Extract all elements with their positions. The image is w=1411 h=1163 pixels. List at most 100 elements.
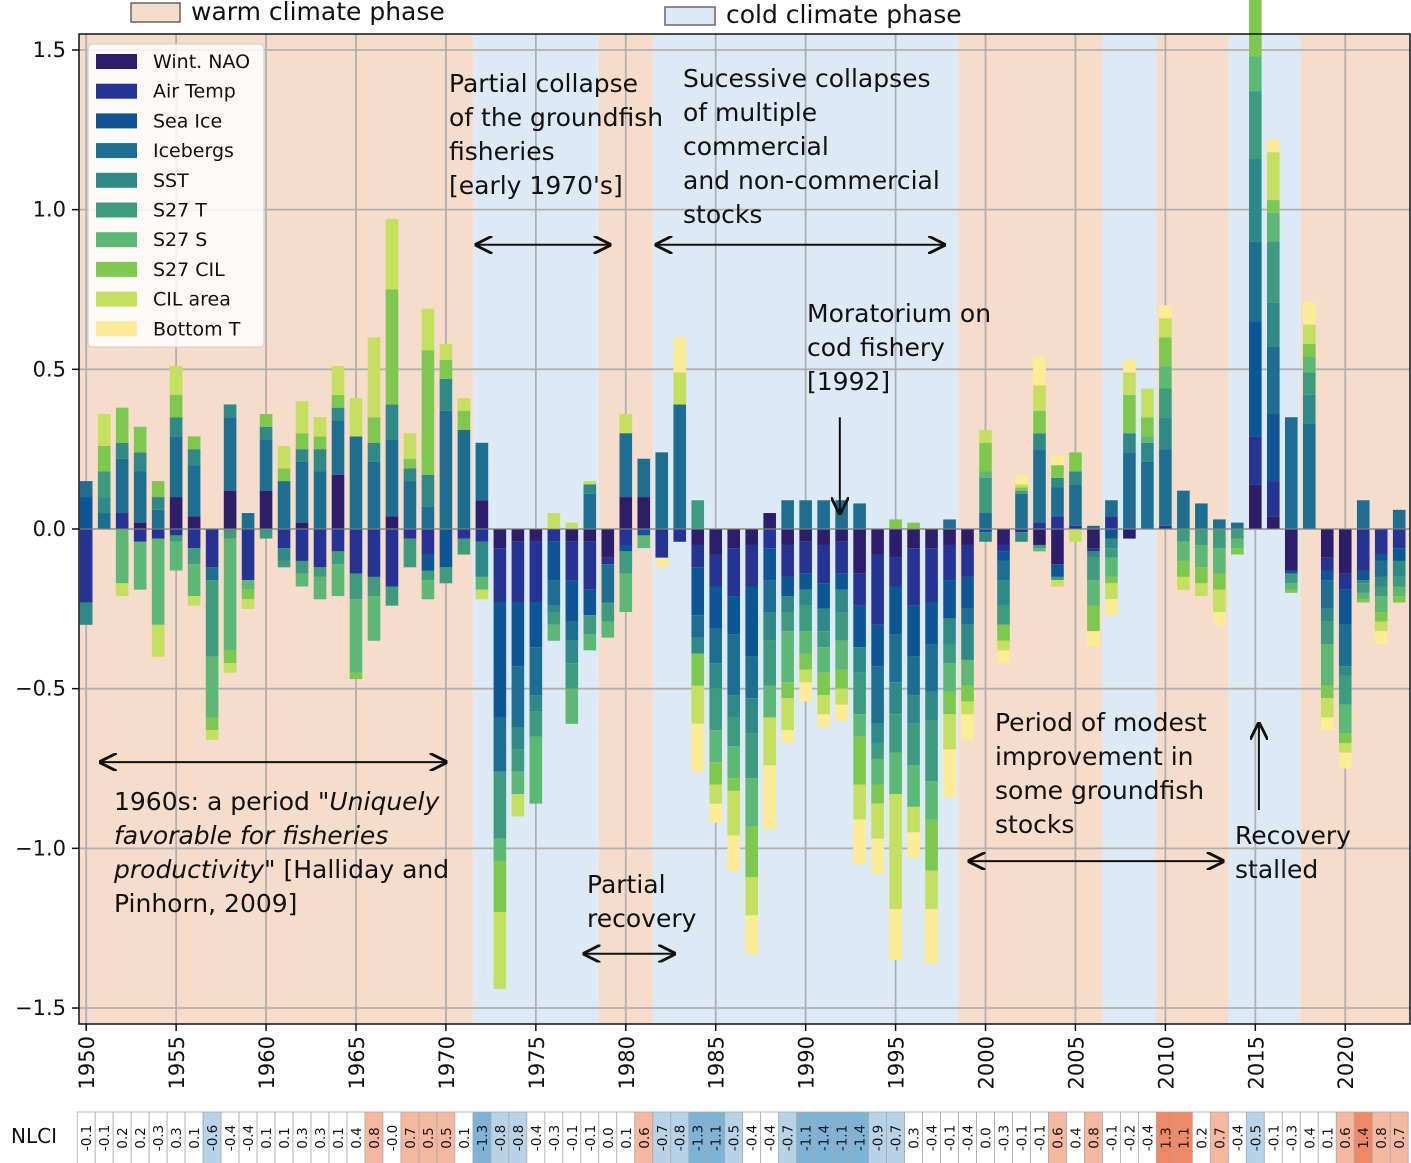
bar-segment-s27-t — [1105, 548, 1118, 558]
bar-segment-icebergs — [349, 436, 363, 529]
bar-segment-s27-t — [1231, 529, 1244, 539]
bar-segment-sst — [187, 449, 201, 466]
bar-segment-sst — [277, 548, 291, 561]
bar-segment-s27-t — [619, 551, 633, 574]
nlci-strip: NLCI -0.1 -0.1 0.2 0.2 -0.3 0.3 0.1 -0.6 -0.4 -0.4… — [11, 1111, 1409, 1163]
bar-segment-bottom-t — [1267, 139, 1280, 153]
bar-segment-s27-cil — [259, 414, 273, 427]
bar-segment-sst — [781, 596, 794, 613]
bar-segment-s27-cil — [1069, 452, 1082, 472]
bar-segment-cil-area — [385, 219, 399, 290]
nlci-value: -0.1 — [1014, 1125, 1030, 1151]
bar-segment-sst — [1141, 442, 1154, 462]
x-tick-label: 1960 — [255, 1036, 279, 1089]
bar-segment-s27-cil — [889, 519, 902, 529]
bar-segment-s27-cil — [745, 826, 758, 878]
bar-segment-cil-area — [547, 513, 561, 529]
bar-segment-air-temp — [169, 529, 183, 536]
bar-segment-bottom-t — [763, 765, 776, 830]
bar-segment-icebergs — [871, 666, 884, 724]
cold-phase-label: cold climate phase — [726, 0, 962, 29]
bar-segment-cil-area — [475, 589, 489, 600]
nlci-value: -0.1 — [1104, 1125, 1120, 1151]
bar-segment-sst — [889, 682, 902, 715]
bar-segment-air-temp — [727, 548, 741, 597]
legend-swatch — [96, 321, 137, 337]
bar-segment-sst — [1302, 394, 1316, 424]
bar-segment-air-temp — [583, 541, 597, 590]
bar-segment-air-temp — [943, 544, 956, 581]
bar-segment-air-temp — [1320, 557, 1334, 571]
bar-segment-s27-t — [907, 723, 920, 766]
bar-segment-icebergs — [691, 615, 705, 638]
bar-segment-sst — [259, 426, 273, 440]
annotation-text: stocks — [683, 200, 762, 229]
bar-segment-s27-t — [979, 477, 992, 514]
nlci-value: -0.4 — [763, 1125, 779, 1151]
bar-segment-icebergs — [223, 417, 237, 491]
legend-label: SST — [153, 170, 189, 192]
bar-segment-s27-cil — [277, 468, 291, 482]
bar-segment-air-temp — [799, 541, 812, 574]
bar-segment-cil-area — [187, 596, 201, 606]
bar-segment-cil-area — [1033, 385, 1046, 411]
bar-segment-sst — [421, 474, 435, 507]
bar-segment-air-temp — [781, 544, 794, 577]
bar-segment-icebergs — [637, 458, 651, 498]
nlci-value: 0.8 — [1374, 1127, 1390, 1148]
bar-segment-s27-t — [547, 612, 561, 625]
bar-segment-wint-nao — [943, 529, 956, 545]
bar-segment-sea-ice — [1392, 548, 1406, 561]
bar-segment-s27-t — [871, 742, 884, 759]
bar-segment-icebergs — [493, 717, 507, 772]
bar-segment-cil-area — [295, 401, 309, 434]
nlci-value: -0.3 — [547, 1125, 563, 1151]
bar-segment-sst — [1051, 477, 1064, 488]
bar-segment-sst — [97, 497, 111, 514]
y-tick-label: 1.5 — [33, 38, 66, 62]
nlci-value: 1.4 — [1356, 1127, 1372, 1148]
bar-segment-icebergs — [1356, 500, 1370, 529]
bar-segment-cil-area — [691, 685, 705, 724]
bar-segment-cil-area — [781, 698, 794, 731]
bar-segment-wint-nao — [799, 529, 812, 542]
bar-segment-wint-nao — [475, 500, 489, 529]
annotation-text: commercial — [683, 132, 829, 161]
bar-segment-air-temp — [385, 529, 399, 587]
bar-segment-icebergs — [1231, 522, 1244, 529]
bar-segment-air-temp — [745, 544, 758, 587]
bar-segment-s27-s — [853, 714, 866, 737]
bar-segment-icebergs — [1087, 525, 1100, 529]
nlci-value: 1.3 — [1158, 1127, 1174, 1148]
bar-segment-sea-ice — [961, 576, 974, 609]
x-tick-label: 1955 — [165, 1036, 189, 1089]
bar-segment-cil-area — [367, 337, 381, 418]
bar-segment-bottom-t — [655, 557, 669, 568]
bar-segment-air-temp — [1033, 522, 1046, 529]
bar-segment-s27-cil — [403, 458, 417, 469]
bar-segment-sst — [871, 723, 884, 743]
bar-segment-s27-s — [1392, 586, 1406, 597]
bar-segment-air-temp — [187, 529, 201, 549]
bar-segment-sst — [799, 589, 812, 606]
bar-segment-s27-s — [1302, 356, 1316, 373]
bar-segment-bottom-t — [853, 819, 866, 865]
annotations: Partial collapse of the groundfish fisheri… — [101, 64, 1351, 954]
bar-segment-cil-area — [1267, 152, 1280, 201]
nlci-value: 0.3 — [295, 1127, 311, 1148]
bar-segment-s27-cil — [1051, 465, 1064, 478]
x-tick-label: 2020 — [1334, 1036, 1358, 1089]
bar-segment-icebergs — [673, 404, 687, 529]
bar-segment-s27-s — [115, 529, 129, 584]
bar-segment-wint-nao — [133, 522, 147, 529]
annotation-text: improvement in — [995, 742, 1194, 771]
bar-segment-s27-t — [223, 529, 237, 539]
annotation-text: stocks — [995, 810, 1074, 839]
nlci-value: -0.4 — [1140, 1125, 1156, 1151]
bar-segment-sea-ice — [1249, 321, 1262, 437]
bar-segment-cil-area — [331, 366, 345, 395]
bar-segment-cil-area — [673, 372, 687, 405]
bar-segment-sea-ice — [943, 580, 956, 619]
bar-segment-sea-ice — [691, 567, 705, 616]
bar-segment-icebergs — [169, 436, 183, 498]
